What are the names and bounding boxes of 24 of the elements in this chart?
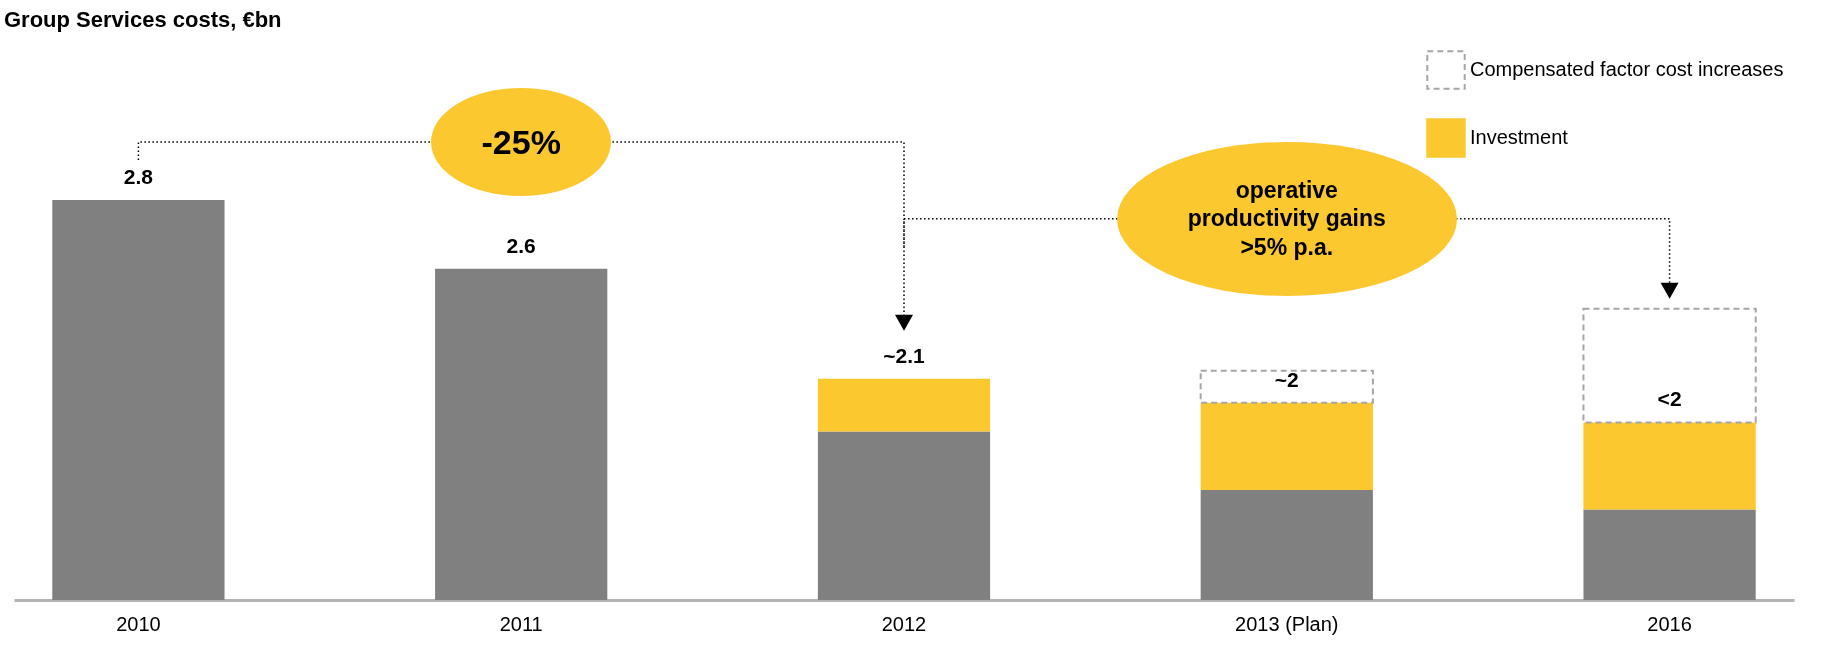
chart-title: Group Services costs, €bn — [4, 7, 282, 32]
x-tick-label: 2011 — [499, 612, 543, 635]
bar — [1583, 509, 1756, 600]
bar — [1583, 422, 1756, 510]
bar — [817, 431, 991, 600]
annotation: 2.6 — [506, 233, 536, 257]
annotation: <2 — [1657, 387, 1682, 411]
annotation: ~2 — [1274, 367, 1299, 391]
bar — [1200, 490, 1373, 600]
x-tick-label: 2010 — [116, 612, 161, 635]
x-tick-label: 2012 — [881, 612, 927, 635]
bar — [817, 378, 991, 432]
annotation: ~2.1 — [883, 343, 926, 367]
annotation: 2.8 — [123, 165, 154, 188]
x-tick-label: 2013 (Plan) — [1235, 612, 1339, 635]
annotation: operative productivity gains >5% p.a. — [1186, 175, 1387, 262]
bar — [435, 268, 608, 600]
bar — [1582, 307, 1757, 424]
bar — [52, 200, 225, 600]
bar — [1199, 369, 1374, 404]
x-tick-label: 2016 — [1647, 612, 1692, 635]
bar — [1200, 402, 1373, 490]
legend-label: Compensated factor cost increases — [1470, 58, 1784, 80]
legend-label: Investment — [1470, 126, 1569, 148]
